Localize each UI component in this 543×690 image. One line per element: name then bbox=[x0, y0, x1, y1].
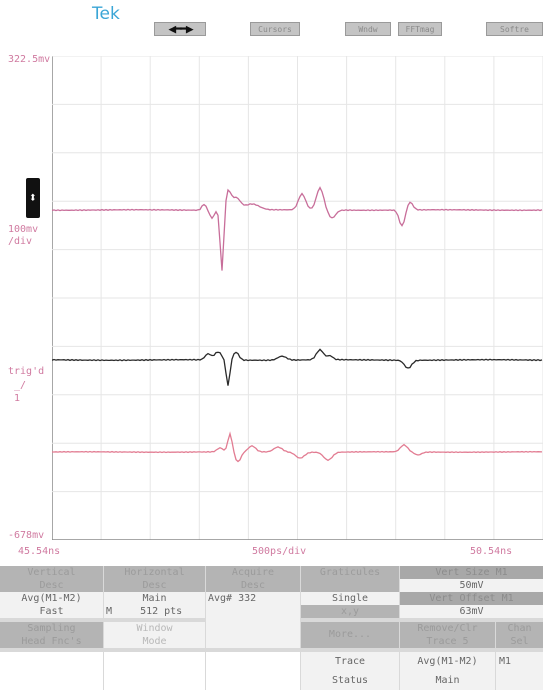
toolbar-arrow-button[interactable]: ◀━━▶ bbox=[154, 22, 206, 37]
vert-size-header[interactable]: Vert Size M1 bbox=[400, 566, 543, 579]
vert-size-value: 50mV bbox=[400, 579, 543, 592]
vertical-scale-readout: 100mv bbox=[8, 224, 39, 235]
top-voltage-readout: 322.5mv bbox=[8, 54, 51, 65]
vertical-desc-header[interactable]: Vertical bbox=[0, 566, 103, 579]
horizontal-desc-sub[interactable]: Desc bbox=[104, 579, 205, 592]
trace-status-button[interactable]: Trace bbox=[301, 652, 399, 671]
waveform-trace-top bbox=[52, 186, 543, 271]
more-button[interactable]: More... bbox=[301, 622, 399, 648]
empty-softkey-3 bbox=[206, 652, 300, 690]
horizontal-marker: M bbox=[106, 606, 113, 617]
graticule-grid bbox=[52, 56, 543, 540]
acquire-desc-header[interactable]: Acquire bbox=[206, 566, 300, 579]
chan-sel-sub[interactable]: Sel bbox=[496, 635, 543, 648]
menu-panel: Vertical Desc Avg(M1-M2) Fast Sampling H… bbox=[0, 566, 543, 690]
vertical-scale-unit: /div bbox=[8, 236, 33, 247]
waveform-trace-middle bbox=[52, 348, 543, 386]
double-arrow-icon: ◀━━▶ bbox=[168, 22, 193, 37]
remove-clear-trace[interactable]: Trace 5 bbox=[400, 635, 495, 648]
horizontal-desc-header[interactable]: Horizontal bbox=[104, 566, 205, 579]
empty-softkey-2 bbox=[104, 652, 205, 690]
brand-logo: Tek bbox=[92, 4, 120, 24]
waveform-trace-bottom bbox=[52, 431, 543, 463]
horizontal-record-length: 512 pts bbox=[140, 606, 183, 617]
vertical-desc-value: Avg(M1-M2) bbox=[0, 592, 103, 605]
chan-sel-button[interactable]: Chan bbox=[496, 622, 543, 635]
window-mode-button[interactable]: Window bbox=[104, 622, 205, 635]
sampling-header[interactable]: Sampling bbox=[0, 622, 103, 635]
remove-clear-button[interactable]: Remove/Clr bbox=[400, 622, 495, 635]
trace-timebase: Main bbox=[400, 671, 495, 690]
cursors-button[interactable]: Cursors bbox=[250, 22, 300, 36]
vert-offset-value: 63mV bbox=[400, 605, 543, 618]
acquire-desc-sub[interactable]: Desc bbox=[206, 579, 300, 592]
waveform-display[interactable] bbox=[52, 56, 543, 540]
window-mode-sub: Mode bbox=[104, 635, 205, 648]
graticule-xy[interactable]: x,y bbox=[301, 605, 399, 618]
trigger-source: 1 bbox=[14, 393, 21, 404]
bottom-voltage-readout: -678mv bbox=[8, 530, 45, 541]
trace-status-sub: Status bbox=[301, 671, 399, 690]
vert-offset-header[interactable]: Vert Offset M1 bbox=[400, 592, 543, 605]
fft-mag-button[interactable]: FFTmag bbox=[398, 22, 442, 36]
window-button[interactable]: Wndw bbox=[345, 22, 391, 36]
vertical-adjust-icon[interactable]: ⬍ bbox=[26, 178, 40, 218]
time-scale-readout: 500ps/div bbox=[252, 546, 307, 557]
graticules-header[interactable]: Graticules bbox=[301, 566, 399, 592]
sampling-sub[interactable]: Head Fnc's bbox=[0, 635, 103, 648]
trigger-slope-icon: _/ bbox=[14, 380, 27, 391]
graticule-single-button[interactable]: Single bbox=[301, 592, 399, 605]
horizontal-timebase: Main bbox=[104, 592, 205, 605]
empty-cell bbox=[496, 671, 543, 690]
trace-description: Avg(M1-M2) bbox=[400, 652, 495, 671]
trace-channel: M1 bbox=[496, 652, 543, 671]
horizontal-record-row: M 512 pts bbox=[104, 605, 205, 618]
softre-button[interactable]: Softre bbox=[486, 22, 543, 36]
time-end-readout: 50.54ns bbox=[470, 546, 513, 557]
vertical-desc-mode: Fast bbox=[0, 605, 103, 618]
vertical-desc-sub[interactable]: Desc bbox=[0, 579, 103, 592]
trigger-status: trig'd bbox=[8, 366, 45, 377]
empty-softkey-1 bbox=[0, 652, 103, 690]
acquire-average-count: Avg# 332 bbox=[206, 592, 300, 648]
time-start-readout: 45.54ns bbox=[18, 546, 61, 557]
